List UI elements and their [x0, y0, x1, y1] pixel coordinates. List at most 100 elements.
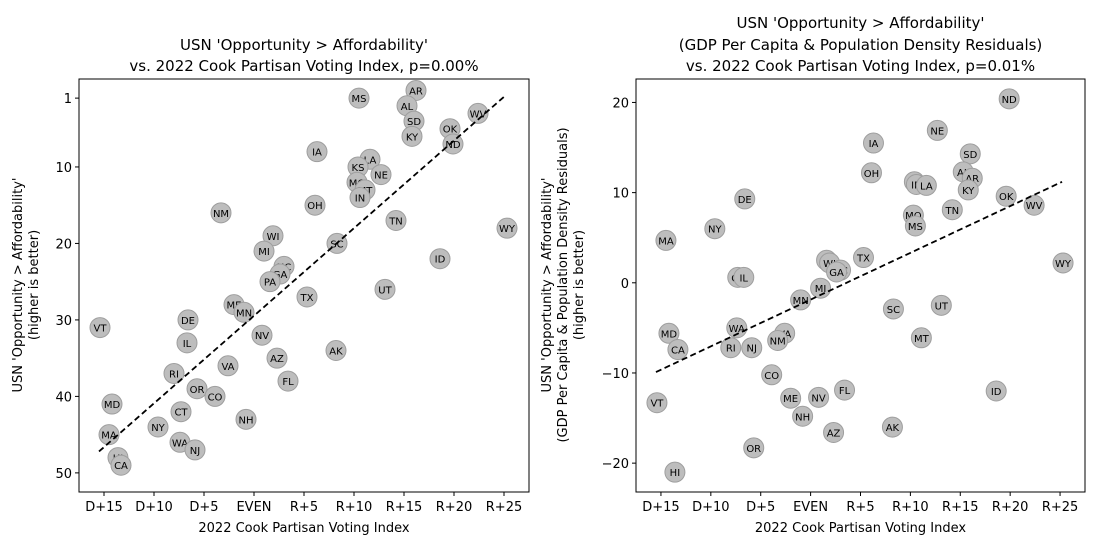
x-axis-label: 2022 Cook Partisan Voting Index — [755, 521, 967, 536]
data-point — [904, 215, 926, 237]
data-point — [726, 317, 748, 339]
data-point — [704, 218, 726, 240]
right-scatter-panel: USN 'Opportunity > Affordability' (GDP Pe… — [540, 14, 1086, 536]
point-label: LA — [364, 155, 377, 166]
point-label: AZ — [827, 428, 841, 439]
x-tick-label: D+10 — [692, 500, 729, 515]
data-point — [810, 277, 832, 299]
point-label: VA — [221, 362, 234, 373]
point-label: NH — [239, 415, 254, 426]
data-point — [89, 317, 111, 339]
data-point — [767, 330, 789, 352]
point-label: AL — [401, 102, 414, 113]
point-label: TX — [300, 293, 314, 304]
data-point — [251, 324, 273, 346]
point-label: NV — [811, 393, 825, 404]
point-label: WV — [1026, 201, 1043, 212]
data-point — [720, 337, 742, 359]
point-label: TX — [856, 254, 870, 265]
data-point — [664, 461, 686, 483]
point-label: WY — [1055, 259, 1072, 270]
point-label: NM — [213, 209, 229, 220]
data-point — [349, 187, 371, 209]
point-label: AR — [409, 86, 423, 97]
data-point — [808, 386, 830, 408]
data-point — [985, 380, 1007, 402]
point-label: DE — [738, 195, 752, 206]
y-tick-label: 40 — [55, 390, 72, 405]
point-label: OK — [443, 125, 458, 136]
point-label: NY — [151, 423, 165, 434]
data-point — [374, 278, 396, 300]
y-tick-label: 0 — [621, 277, 629, 292]
point-label: NM — [770, 337, 786, 348]
point-label: SC — [887, 305, 900, 316]
point-label: TN — [944, 206, 959, 217]
point-label: IN — [355, 194, 365, 205]
data-point — [467, 102, 489, 124]
point-label: AK — [329, 347, 343, 358]
x-tick-label: D+5 — [746, 500, 775, 515]
y-tick-label: 30 — [55, 314, 72, 329]
data-point — [790, 289, 812, 311]
x-tick-label: D+15 — [85, 500, 122, 515]
data-point — [233, 301, 255, 323]
data-point — [210, 202, 232, 224]
point-label: OH — [307, 201, 322, 212]
y-axis-label: (higher is better) — [572, 230, 587, 340]
y-axis-label: USN 'Opportunity > Affordability' — [540, 178, 555, 393]
point-label: MI — [258, 247, 270, 258]
point-label: MA — [101, 431, 117, 442]
data-point — [186, 378, 208, 400]
y-tick-label: −10 — [602, 367, 629, 382]
data-point — [743, 437, 765, 459]
point-label: MI — [815, 284, 827, 295]
point-label: NV — [255, 331, 269, 342]
data-point — [761, 364, 783, 386]
data-point — [306, 141, 328, 163]
point-label: NY — [708, 225, 722, 236]
data-point — [780, 387, 802, 409]
y-tick-label: 10 — [612, 187, 629, 202]
point-label: ID — [435, 255, 446, 266]
point-label: WA — [729, 324, 745, 335]
chart-title: (GDP Per Capita & Population Density Res… — [679, 36, 1043, 54]
data-point — [910, 327, 932, 349]
chart-title: vs. 2022 Cook Partisan Voting Index, p=0… — [129, 57, 478, 75]
data-point — [304, 194, 326, 216]
point-label: MN — [793, 296, 809, 307]
data-point — [862, 132, 884, 154]
data-point — [348, 87, 370, 109]
trend-line — [98, 94, 507, 453]
x-tick-label: R+15 — [386, 500, 422, 515]
trend-line — [655, 180, 1063, 373]
point-label: FL — [282, 377, 294, 388]
point-label: LA — [920, 181, 933, 192]
data-point — [926, 119, 948, 141]
point-label: NH — [795, 412, 810, 423]
x-tick-label: D+5 — [189, 500, 218, 515]
x-axis-label: 2022 Cook Partisan Voting Index — [198, 521, 410, 536]
x-tick-label: R+10 — [892, 500, 928, 515]
point-label: AR — [965, 174, 979, 185]
data-point — [959, 143, 981, 165]
data-point — [667, 339, 689, 361]
point-label: IL — [739, 273, 748, 284]
point-label: ME — [227, 301, 242, 312]
point-label: WV — [470, 109, 487, 120]
data-point — [1023, 194, 1045, 216]
point-label: ME — [783, 394, 798, 405]
data-point — [733, 266, 755, 288]
point-label: HI — [670, 468, 680, 479]
point-label: MS — [908, 222, 923, 233]
point-label: NE — [374, 171, 388, 182]
point-label: ND — [445, 140, 460, 151]
point-label: SC — [330, 239, 343, 250]
point-label: OR — [746, 444, 761, 455]
data-point — [852, 247, 874, 269]
y-tick-label: 1 — [64, 92, 72, 107]
data-point — [235, 408, 257, 430]
x-tick-label: R+25 — [1042, 500, 1078, 515]
point-label: KY — [962, 186, 975, 197]
